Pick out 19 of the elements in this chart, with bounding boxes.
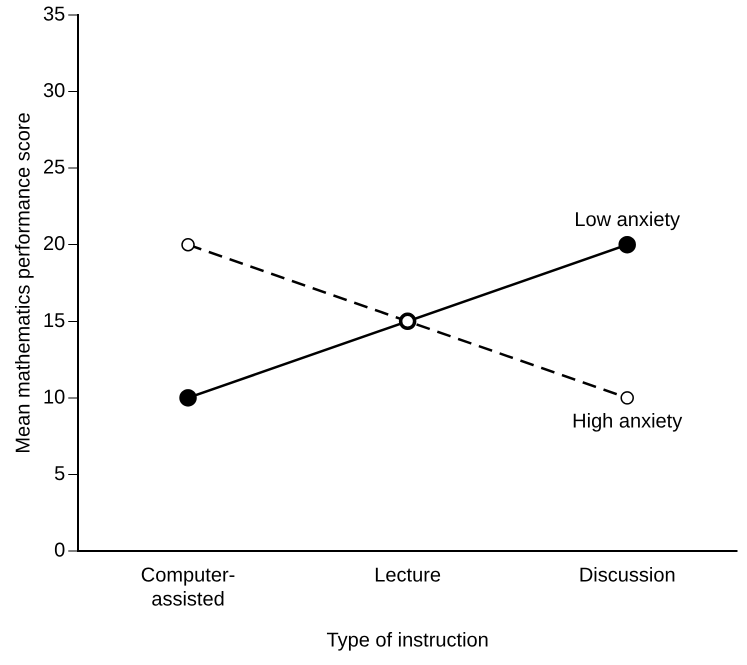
y-tick-label: 5 [54,462,66,485]
x-tick-label: Computer-assisted [140,564,236,611]
y-tick-label: 30 [42,80,66,102]
point [181,238,195,252]
y-tick-label: 20 [42,233,66,256]
x-tick-label: Discussion [578,564,676,587]
y-tick-label: 0 [54,540,66,562]
point [618,236,636,254]
x-tick-label: Lecture [374,564,441,587]
series-label: Low anxiety [574,209,680,232]
series-label: High anxiety [572,410,682,432]
x-axis-title: Type of instruction [326,630,489,652]
y-tick-label: 15 [42,310,66,332]
y-tick-label: 25 [42,156,66,179]
y-axis-title: Mean mathematics performance score [12,112,35,454]
y-tick-label: 10 [42,386,66,408]
point [179,389,197,407]
point [620,391,634,405]
y-tick-label: 35 [42,4,66,26]
